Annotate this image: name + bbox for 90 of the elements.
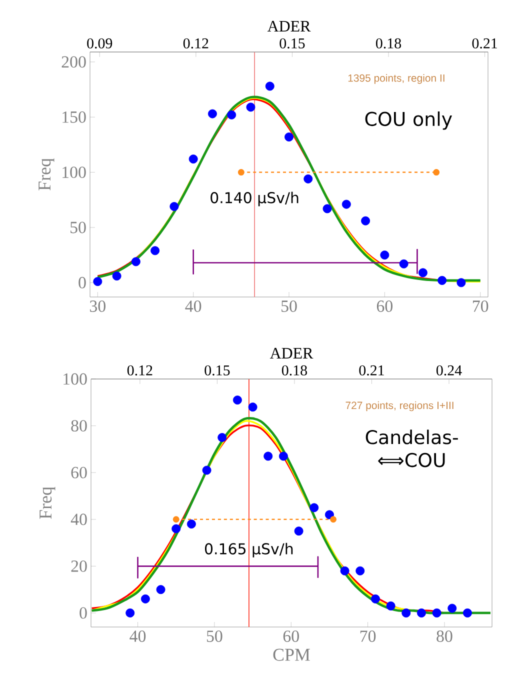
y-tick-label: 80 bbox=[71, 420, 87, 432]
x-tick-label: 50 bbox=[282, 300, 297, 312]
ref-line-label: 0.165 μSv/h bbox=[204, 542, 293, 558]
y-tick-label: 20 bbox=[71, 560, 87, 572]
point bbox=[416, 608, 426, 618]
point bbox=[456, 278, 466, 288]
x-tick-label: 60 bbox=[376, 300, 392, 312]
point bbox=[294, 526, 304, 536]
y-axis-title: Freq bbox=[38, 158, 54, 190]
point bbox=[284, 132, 294, 142]
point bbox=[227, 110, 236, 120]
annotation: Candelas-⟺COU bbox=[366, 430, 458, 468]
point bbox=[265, 82, 274, 91]
x2-tick-label: 0.18 bbox=[282, 365, 307, 376]
point bbox=[438, 276, 447, 285]
point bbox=[310, 503, 319, 512]
point bbox=[304, 174, 313, 184]
point bbox=[322, 204, 332, 214]
point bbox=[402, 608, 411, 618]
point bbox=[188, 154, 198, 164]
x2-tick-label: 0.24 bbox=[436, 365, 462, 376]
point bbox=[356, 566, 365, 576]
point bbox=[248, 402, 258, 412]
point bbox=[170, 202, 179, 211]
point bbox=[324, 510, 334, 520]
point bbox=[264, 452, 273, 461]
point bbox=[432, 608, 442, 618]
y-tick-label: 40 bbox=[70, 514, 87, 526]
point bbox=[218, 433, 227, 442]
x2-tick-label: 0.21 bbox=[359, 365, 384, 376]
x2-tick-label: 0.15 bbox=[204, 365, 230, 376]
point bbox=[202, 466, 212, 475]
x-tick-label: 80 bbox=[436, 630, 452, 642]
point bbox=[172, 524, 181, 534]
x2-tick-label: 0.15 bbox=[280, 38, 305, 48]
point bbox=[140, 594, 150, 604]
point bbox=[361, 216, 370, 226]
x-axis-title: CPM bbox=[273, 648, 310, 661]
point bbox=[418, 268, 428, 278]
x2-tick-label: 0.18 bbox=[376, 38, 402, 48]
point bbox=[156, 585, 166, 594]
point bbox=[342, 200, 351, 209]
point bbox=[126, 608, 135, 618]
y-axis-title: Freq bbox=[40, 486, 56, 519]
point bbox=[380, 250, 390, 260]
x-tick-label: 50 bbox=[206, 630, 222, 642]
point bbox=[150, 246, 160, 256]
x2-tick-label: 0.21 bbox=[472, 38, 497, 48]
y-tick-label: 50 bbox=[70, 222, 86, 234]
point bbox=[131, 257, 140, 266]
x2-tick-label: 0.09 bbox=[87, 38, 112, 48]
y-tick-label: 150 bbox=[62, 111, 86, 123]
annotation: COU only bbox=[365, 111, 452, 130]
y-tick-label: 0 bbox=[78, 276, 86, 288]
point bbox=[238, 169, 244, 176]
point bbox=[93, 277, 102, 286]
y-tick-label: 0 bbox=[80, 607, 87, 619]
point bbox=[386, 601, 396, 610]
x2-axis-title: ADER bbox=[270, 348, 314, 358]
point bbox=[232, 396, 242, 405]
x-tick-label: 70 bbox=[360, 630, 376, 642]
y-tick-label: 100 bbox=[62, 166, 86, 178]
annotation: 727 points, regions I+III bbox=[346, 401, 454, 412]
point bbox=[278, 452, 288, 461]
point bbox=[330, 516, 337, 523]
point bbox=[172, 516, 180, 523]
point bbox=[186, 520, 196, 529]
point bbox=[370, 594, 380, 604]
x-tick-label: 70 bbox=[472, 300, 488, 312]
x2-tick-label: 0.12 bbox=[127, 365, 152, 376]
ref-line-label: 0.140 μSv/h bbox=[210, 192, 298, 206]
point bbox=[462, 608, 472, 618]
annotation: 1395 points, region II bbox=[348, 74, 444, 84]
point bbox=[246, 102, 256, 112]
x2-axis-title: ADER bbox=[267, 20, 311, 32]
y-tick-label: 200 bbox=[62, 56, 86, 68]
x-tick-label: 60 bbox=[283, 630, 299, 642]
point bbox=[399, 259, 408, 268]
point bbox=[112, 272, 122, 281]
point bbox=[208, 109, 217, 118]
x-tick-label: 30 bbox=[90, 300, 106, 312]
y-tick-label: 60 bbox=[71, 466, 87, 478]
x2-tick-label: 0.12 bbox=[183, 38, 208, 48]
point bbox=[433, 169, 440, 176]
x-tick-label: 40 bbox=[130, 630, 146, 642]
point bbox=[448, 604, 457, 613]
y-tick-label: 100 bbox=[64, 373, 87, 385]
x-tick-label: 40 bbox=[185, 300, 202, 312]
point bbox=[340, 566, 350, 576]
line-series bbox=[90, 417, 492, 614]
